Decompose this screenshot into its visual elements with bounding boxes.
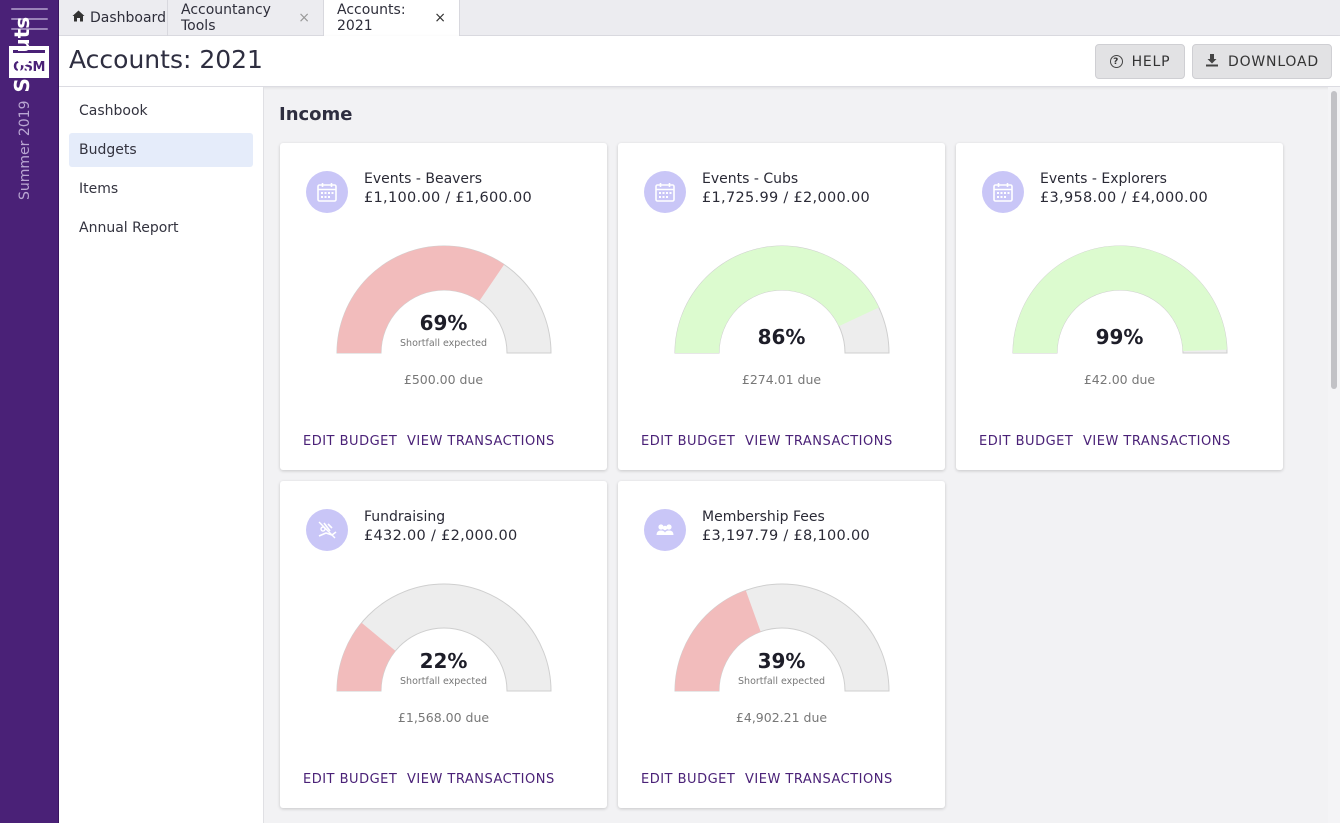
- gauge-percent: 69%: [419, 311, 468, 335]
- tab-label: Accounts: 2021: [337, 2, 406, 34]
- download-icon: [1205, 53, 1219, 71]
- page-title: Accounts: 2021: [69, 45, 263, 74]
- amount-due: £274.01 due: [741, 372, 822, 387]
- amount-due: £42.00 due: [1083, 372, 1156, 387]
- nav-item-cashbook[interactable]: Cashbook: [69, 94, 253, 128]
- osm-logo[interactable]: OSM: [9, 46, 49, 78]
- view-transactions-link[interactable]: VIEW TRANSACTIONS: [407, 434, 555, 449]
- budget-gauge: [1012, 245, 1228, 354]
- amount-due: £4,902.21 due: [735, 710, 828, 725]
- side-nav: Cashbook Budgets Items Annual Report: [59, 87, 264, 823]
- tab-bar: Dashboard Accountancy Tools × Accounts: …: [59, 0, 1340, 36]
- help-label: HELP: [1131, 53, 1171, 70]
- gauge-fill: [337, 622, 396, 691]
- nav-item-label: Budgets: [79, 142, 137, 158]
- page-header: Accounts: 2021 ? HELP DOWNLOAD: [59, 36, 1340, 87]
- gauge-percent: 99%: [1095, 325, 1144, 349]
- edit-budget-link[interactable]: EDIT BUDGET: [303, 772, 398, 787]
- close-icon[interactable]: ×: [298, 10, 310, 26]
- home-icon: [72, 10, 85, 26]
- fundraising-icon: [306, 509, 348, 551]
- view-transactions-link[interactable]: VIEW TRANSACTIONS: [407, 772, 555, 787]
- budget-card: Fundraising £432.00 / £2,000.00 22% Shor…: [280, 481, 607, 808]
- budget-gauge: [674, 245, 890, 354]
- gauge-status: Shortfall expected: [400, 338, 487, 349]
- tab-label: Dashboard: [90, 10, 166, 26]
- nav-item-label: Annual Report: [79, 220, 179, 236]
- budget-card: Events - Explorers £3,958.00 / £4,000.00…: [956, 143, 1283, 470]
- budget-gauge: [336, 583, 552, 692]
- view-transactions-link[interactable]: VIEW TRANSACTIONS: [1083, 434, 1231, 449]
- budget-name: Membership Fees: [702, 509, 825, 525]
- nav-item-items[interactable]: Items: [69, 172, 253, 206]
- help-icon: ?: [1109, 55, 1123, 68]
- tab-dashboard[interactable]: Dashboard: [59, 0, 168, 36]
- gauge-status: Shortfall expected: [400, 676, 487, 687]
- gauge-percent: 39%: [757, 649, 806, 673]
- section-name: Scouts: [10, 16, 34, 93]
- left-rail: OSM Summer 2019 Scouts: [0, 0, 59, 823]
- nav-item-label: Cashbook: [79, 103, 148, 119]
- budget-amount: £432.00 / £2,000.00: [364, 528, 518, 544]
- gauge-status: Shortfall expected: [738, 676, 825, 687]
- edit-budget-link[interactable]: EDIT BUDGET: [303, 434, 398, 449]
- main-content: Income Events - Beavers £1,100.00 / £1,6…: [264, 87, 1328, 823]
- view-transactions-link[interactable]: VIEW TRANSACTIONS: [745, 434, 893, 449]
- budget-amount: £3,197.79 / £8,100.00: [702, 528, 870, 544]
- budget-card: Events - Cubs £1,725.99 / £2,000.00 86% …: [618, 143, 945, 470]
- edit-budget-link[interactable]: EDIT BUDGET: [979, 434, 1074, 449]
- section-title: Income: [279, 104, 353, 125]
- budget-name: Events - Beavers: [364, 171, 483, 187]
- gauge-fill: [337, 245, 505, 353]
- scroll-thumb[interactable]: [1331, 91, 1337, 389]
- gauge-fill: [675, 245, 879, 353]
- edit-budget-link[interactable]: EDIT BUDGET: [641, 434, 736, 449]
- budget-gauge: [336, 245, 552, 354]
- tab-label: Accountancy Tools: [181, 2, 271, 34]
- view-transactions-link[interactable]: VIEW TRANSACTIONS: [745, 772, 893, 787]
- gauge-track: [336, 583, 552, 692]
- gauge-percent: 22%: [419, 649, 468, 673]
- budget-card: Membership Fees £3,197.79 / £8,100.00 39…: [618, 481, 945, 808]
- budget-name: Events - Cubs: [702, 171, 799, 187]
- budget-amount: £1,725.99 / £2,000.00: [702, 190, 870, 206]
- download-button[interactable]: DOWNLOAD: [1192, 44, 1332, 79]
- budget-amount: £1,100.00 / £1,600.00: [364, 190, 532, 206]
- group-icon: [644, 509, 686, 551]
- gauge-fill: [675, 590, 761, 691]
- menu-icon[interactable]: [11, 8, 48, 32]
- edit-budget-link[interactable]: EDIT BUDGET: [641, 772, 736, 787]
- calendar-icon: [306, 171, 348, 213]
- calendar-icon: [982, 171, 1024, 213]
- gauge-fill: [1012, 245, 1227, 353]
- download-label: DOWNLOAD: [1228, 53, 1319, 70]
- scrollbar[interactable]: [1328, 87, 1340, 823]
- help-button[interactable]: ? HELP: [1095, 44, 1185, 79]
- tab-accounts-2021[interactable]: Accounts: 2021 ×: [324, 0, 460, 36]
- budget-gauge: [674, 583, 890, 692]
- calendar-icon: [644, 171, 686, 213]
- section-indicator[interactable]: Summer 2019 Scouts: [10, 17, 34, 200]
- budget-name: Events - Explorers: [1040, 171, 1167, 187]
- nav-item-label: Items: [79, 181, 119, 197]
- budget-amount: £3,958.00 / £4,000.00: [1040, 190, 1208, 206]
- logo-text: OSM: [13, 60, 45, 75]
- nav-item-budgets[interactable]: Budgets: [69, 133, 253, 167]
- budget-card: Events - Beavers £1,100.00 / £1,600.00 6…: [280, 143, 607, 470]
- amount-due: £500.00 due: [403, 372, 484, 387]
- amount-due: £1,568.00 due: [397, 710, 490, 725]
- nav-item-annual-report[interactable]: Annual Report: [69, 211, 253, 245]
- tab-accountancy-tools[interactable]: Accountancy Tools ×: [168, 0, 324, 36]
- section-term: Summer 2019: [17, 100, 33, 200]
- budget-name: Fundraising: [364, 509, 446, 525]
- gauge-percent: 86%: [757, 325, 806, 349]
- close-icon[interactable]: ×: [434, 10, 446, 26]
